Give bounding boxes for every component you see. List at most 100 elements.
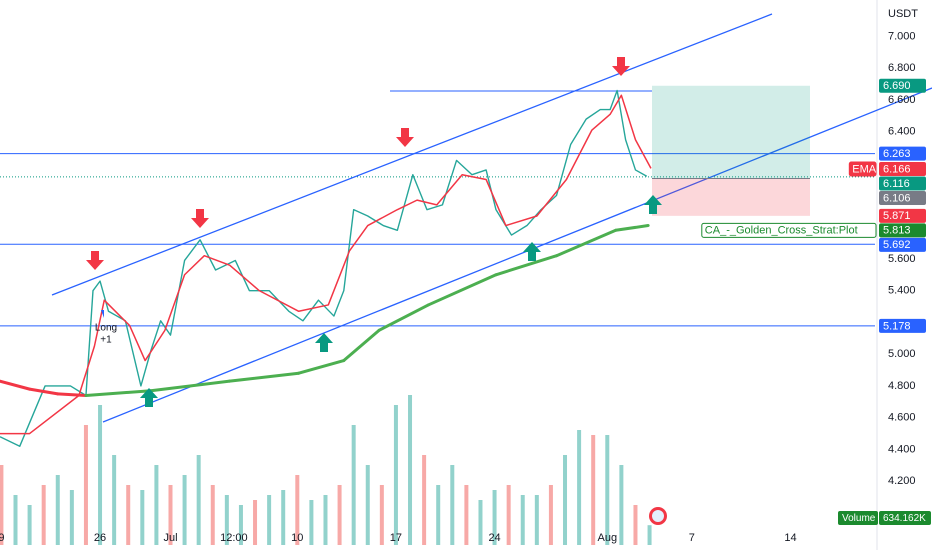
loss-zone (652, 178, 810, 216)
profit-zone (652, 85, 810, 179)
series-segment (614, 224, 650, 232)
channel-upper (51, 13, 773, 296)
volume-bar (506, 485, 511, 545)
x-tick-label: 10 (291, 532, 303, 544)
volume-bar (41, 485, 46, 545)
price-tag-label: 6.116 (883, 178, 910, 190)
y-tick-label: 4.400 (888, 443, 916, 455)
price-tag-label: 6.690 (883, 80, 911, 92)
y-tick-label: 6.800 (888, 62, 916, 74)
volume-bar (224, 495, 229, 545)
annotation-title: Long (95, 323, 117, 334)
levels-layer (0, 153, 875, 327)
volume-bar (253, 500, 258, 545)
volume-bar (98, 405, 103, 545)
volume-bar (591, 435, 596, 545)
volume-bar (13, 495, 18, 545)
series-segment (426, 273, 498, 307)
price-tag (879, 161, 926, 176)
event-icon-inner (652, 510, 664, 522)
price-tag (879, 223, 926, 238)
price-tag-label: 6.106 (883, 192, 911, 204)
down-arrow (396, 128, 414, 147)
volume-bar (55, 475, 60, 545)
volume-bar (69, 490, 74, 545)
series-segment (28, 387, 60, 396)
volume-label: 634.162K (883, 513, 926, 524)
x-tick-label: Aug (597, 532, 617, 544)
x-tick-label: 17 (390, 532, 402, 544)
series-segment (297, 359, 346, 375)
volume-bar (408, 395, 413, 545)
series-line (0, 89, 648, 447)
price-tag (879, 190, 926, 205)
y-tick-label: 4.800 (888, 380, 916, 392)
volume-bar (196, 455, 201, 545)
series-segment (342, 328, 381, 363)
volume-bar (168, 485, 173, 545)
position-box (652, 85, 810, 216)
up-arrow (523, 242, 541, 261)
price-tag-label: 5.692 (883, 239, 911, 251)
x-tick-label: 26 (94, 532, 106, 544)
y-tick-label: 5.000 (888, 348, 916, 360)
volume-bar (422, 455, 427, 545)
series-line (0, 94, 652, 435)
down-arrow (612, 57, 630, 76)
volume-bar (0, 465, 4, 545)
volume-bar (478, 500, 483, 545)
price-tag-label: 6.263 (883, 148, 911, 160)
long-marker (101, 310, 104, 318)
volume-bar (182, 475, 187, 545)
volume-bar (267, 495, 272, 545)
series-segment (84, 389, 153, 397)
series-segment (555, 228, 618, 258)
volume-bar (647, 525, 652, 545)
price-tag-label: 5.871 (883, 210, 911, 222)
volume-layer (0, 395, 652, 545)
up-arrow (644, 195, 662, 214)
volume-bar (140, 490, 145, 545)
price-tag (879, 237, 926, 252)
volume-bar (633, 505, 638, 545)
series-layer (0, 89, 652, 447)
series-name: CA_-_Golden_Cross_Strat:Plot (705, 225, 858, 237)
series-segment (228, 371, 301, 383)
volume-bar (520, 495, 525, 545)
volume-bar (379, 485, 384, 545)
volume-bar (295, 475, 300, 545)
y-tick-label: 5.600 (888, 253, 916, 265)
sell-arrows (86, 57, 630, 270)
down-arrow (191, 209, 209, 228)
volume-tag (879, 511, 931, 525)
series-name: EMA (852, 163, 877, 175)
x-tick-label: 12:00 (220, 532, 248, 544)
x-tick-label: Jul (163, 532, 177, 544)
series-name-tag (701, 222, 877, 238)
price-tag-label: 5.813 (883, 225, 911, 237)
series-segment (494, 254, 559, 277)
volume-bar (83, 425, 88, 545)
annotation-text: +1 (100, 335, 112, 346)
y-tick-label: 6.400 (888, 126, 916, 138)
buy-arrows (140, 195, 662, 407)
x-tick-label: 14 (784, 532, 796, 544)
volume-bar (534, 495, 539, 545)
volume-bar (464, 485, 469, 545)
up-arrow (315, 333, 333, 352)
volume-bar (492, 490, 497, 545)
y-tick-label: 4.200 (888, 475, 916, 487)
volume-bar (154, 465, 159, 545)
series-segment (56, 392, 88, 397)
volume-bar (365, 465, 370, 545)
y-tick-label: 4.600 (888, 412, 916, 424)
series-segment (149, 379, 232, 393)
series-segment (377, 303, 430, 332)
volume-bar (210, 485, 215, 545)
volume-bar (351, 425, 356, 545)
channel-lower (102, 87, 932, 423)
volume-bar (619, 465, 624, 545)
price-tag (879, 146, 926, 161)
